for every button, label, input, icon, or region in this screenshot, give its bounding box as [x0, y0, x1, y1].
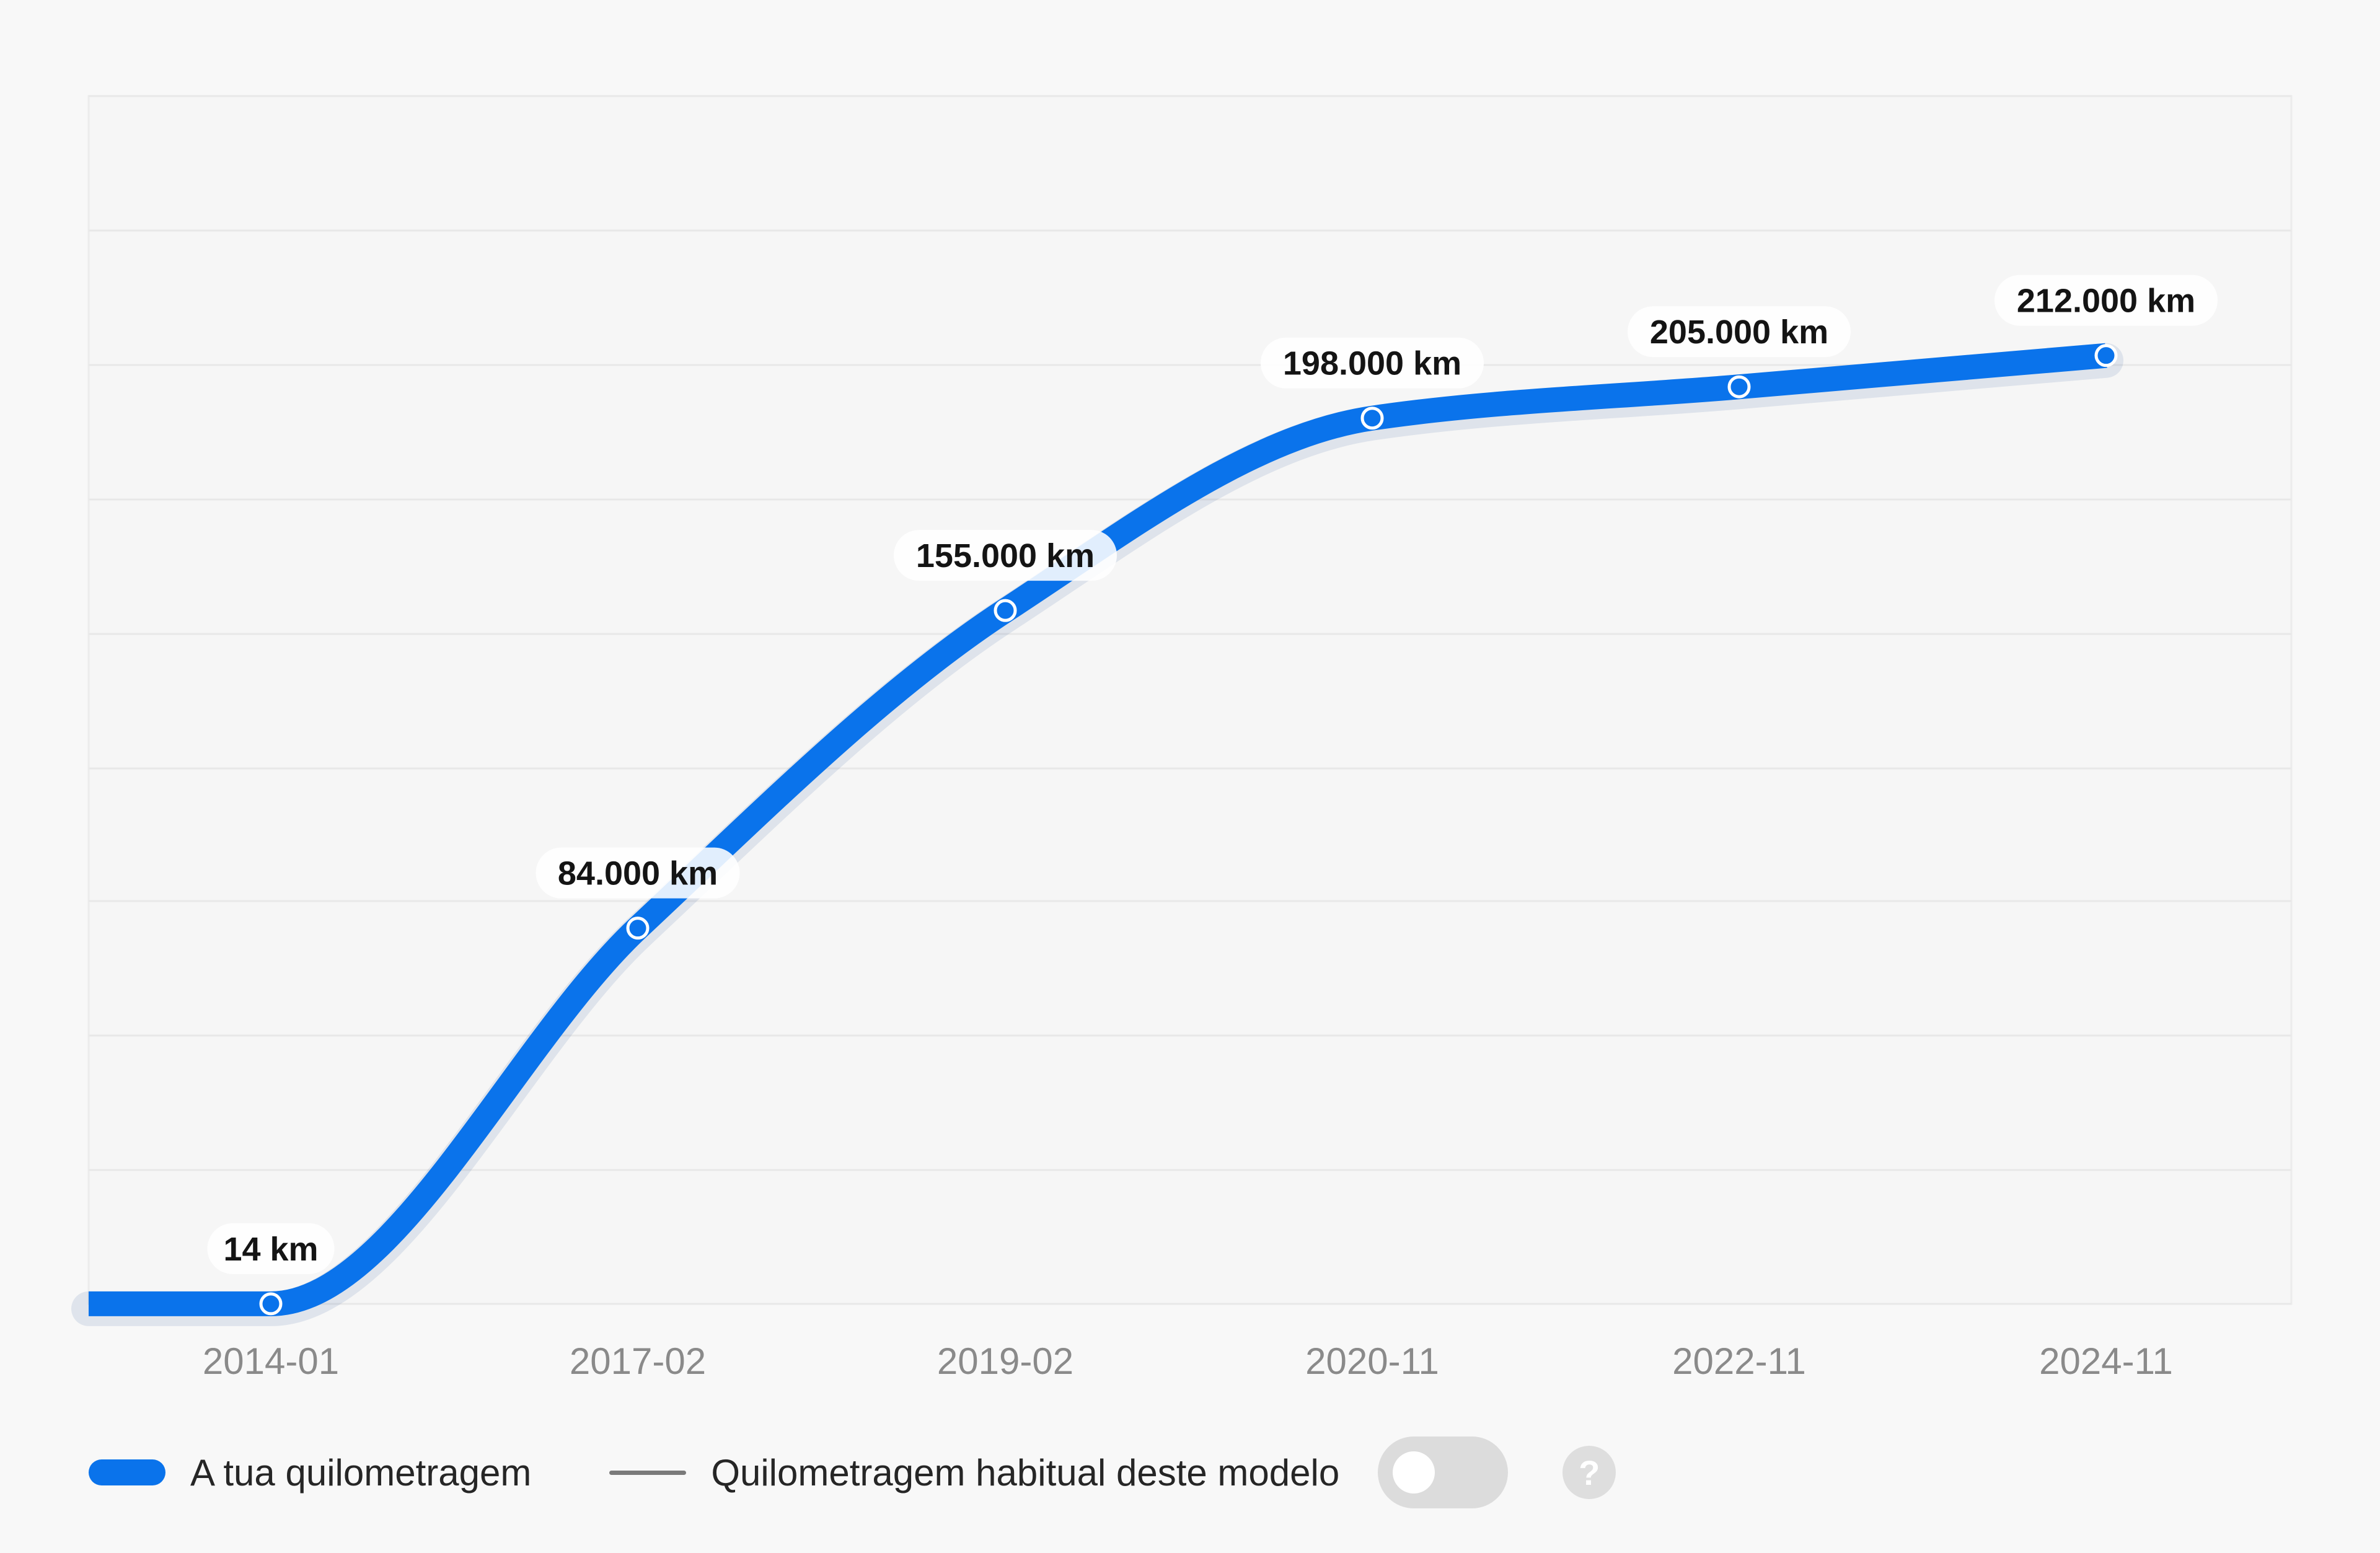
data-point-3	[994, 599, 1017, 622]
data-point-5	[1727, 375, 1751, 398]
toggle-knob	[1393, 1451, 1435, 1494]
plot-area	[87, 95, 2293, 1305]
x-tick-label-5: 2022-11	[1672, 1340, 1806, 1382]
data-label-bg-5	[1628, 306, 1851, 358]
chart-legend: A tua quilometragem Quilometragem habitu…	[89, 1436, 1616, 1508]
data-label-bg-1	[207, 1223, 335, 1274]
x-tick-label-3: 2019-02	[937, 1340, 1073, 1382]
legend-item-typical-mileage[interactable]: Quilometragem habitual deste modelo	[609, 1451, 1339, 1494]
data-label-bg-3	[894, 530, 1117, 581]
data-label-1: 14 km	[223, 1231, 318, 1268]
data-point-6	[2094, 344, 2118, 367]
legend-label-your-mileage: A tua quilometragem	[190, 1451, 532, 1494]
data-label-3: 155.000 km	[916, 537, 1095, 574]
x-tick-label-2: 2017-02	[570, 1340, 706, 1382]
data-label-bg-4	[1261, 337, 1484, 389]
legend-label-typical-mileage: Quilometragem habitual deste modelo	[711, 1451, 1340, 1494]
data-label-6: 212.000 km	[2017, 283, 2195, 320]
data-label-bg-6	[1994, 275, 2218, 326]
help-icon[interactable]: ?	[1562, 1446, 1616, 1499]
data-label-5: 205.000 km	[1650, 314, 1828, 351]
typical-mileage-toggle[interactable]	[1378, 1436, 1509, 1508]
x-tick-label-6: 2024-11	[2039, 1340, 2173, 1382]
legend-item-your-mileage[interactable]: A tua quilometragem	[89, 1451, 609, 1494]
data-point-1	[259, 1292, 283, 1316]
data-point-4	[1360, 407, 1384, 430]
data-label-bg-2	[536, 847, 740, 899]
legend-swatch-typical-mileage	[609, 1470, 687, 1475]
x-tick-label-4: 2020-11	[1305, 1340, 1439, 1382]
x-tick-label-1: 2014-01	[203, 1340, 339, 1382]
legend-swatch-your-mileage	[89, 1459, 165, 1485]
data-label-4: 198.000 km	[1283, 345, 1461, 382]
data-label-2: 84.000 km	[558, 855, 718, 892]
data-point-2	[626, 917, 650, 940]
